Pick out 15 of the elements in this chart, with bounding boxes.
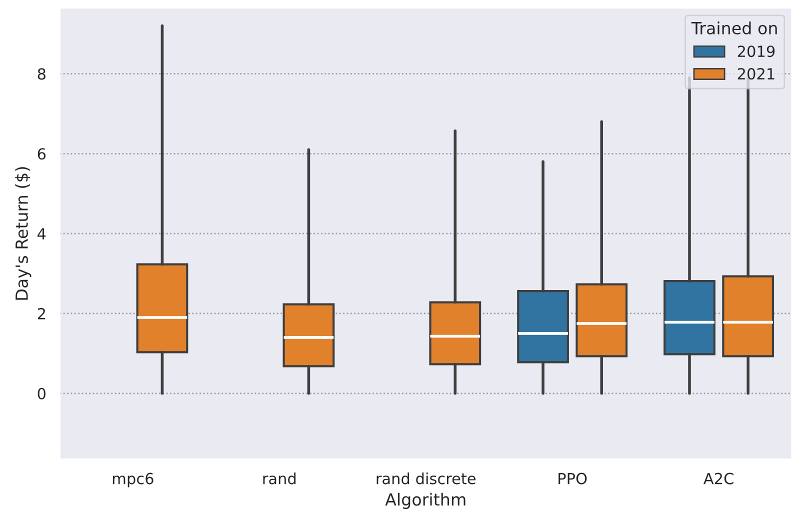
y-tick-label: 0 — [38, 388, 46, 400]
x-tick-label: A2C — [703, 472, 734, 484]
y-tick-label: 8 — [38, 68, 46, 80]
y-tick-label: 4 — [38, 228, 46, 240]
x-axis-title: Algorithm — [385, 492, 466, 509]
x-tick-label: mpc6 — [112, 472, 154, 488]
x-tick-label: PPO — [558, 472, 587, 484]
legend-title: Trained on — [691, 22, 777, 34]
y-axis-title: Day's Return ($) — [15, 167, 32, 300]
y-tick-label: 6 — [38, 148, 46, 160]
legend-label: 2019 — [738, 46, 775, 58]
legend-label: 2021 — [738, 68, 774, 80]
y-tick-label: 2 — [38, 308, 45, 320]
x-tick-label: rand discrete — [376, 472, 476, 484]
x-tick-label: rand — [263, 472, 296, 484]
